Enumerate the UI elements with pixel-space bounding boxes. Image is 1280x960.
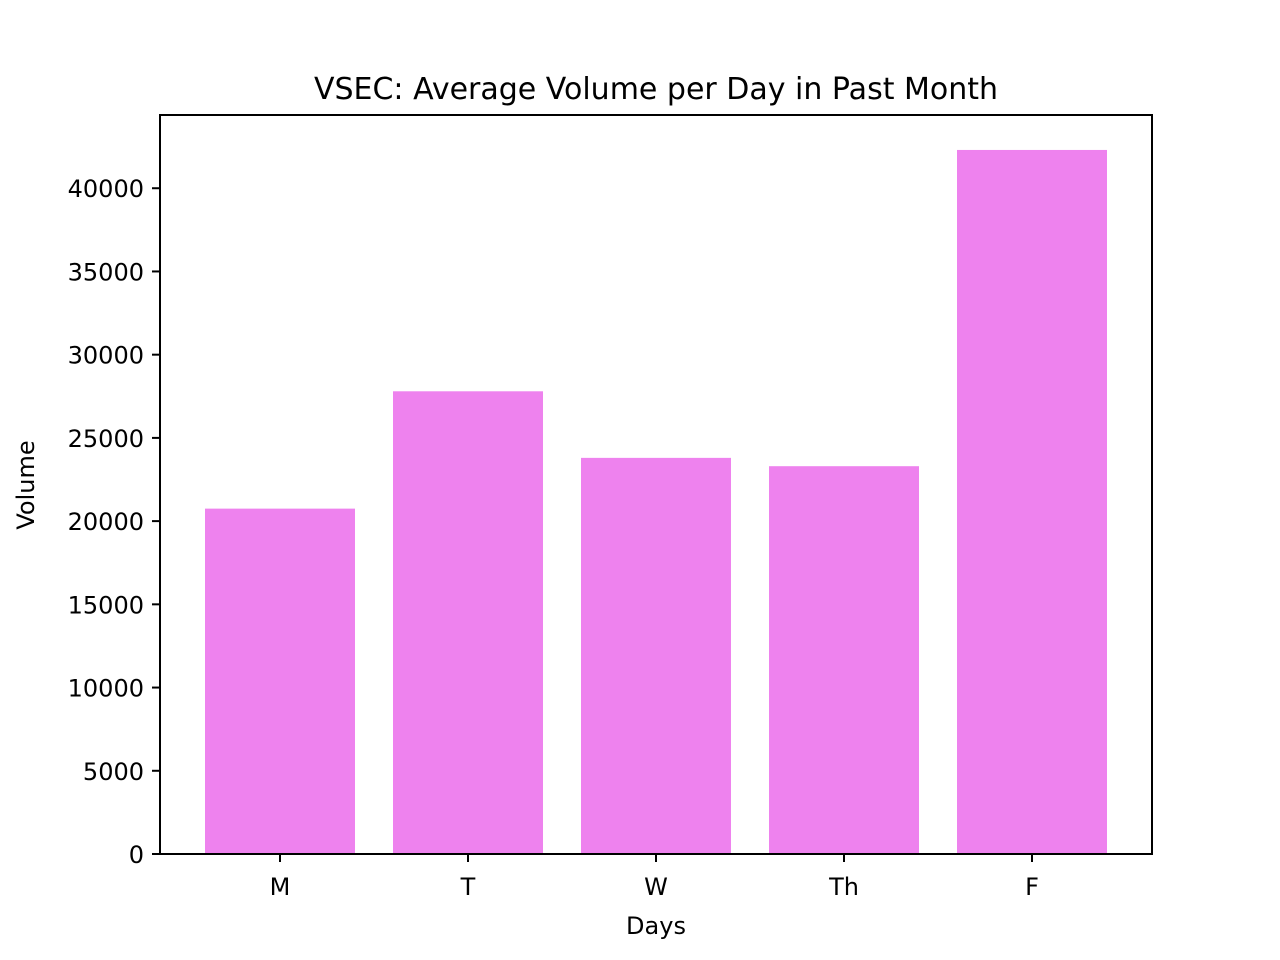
y-tick-label: 30000	[68, 342, 144, 370]
x-tick-label: T	[460, 873, 476, 901]
x-axis-label: Days	[626, 912, 686, 940]
x-tick-label: M	[270, 873, 291, 901]
x-tick-label: W	[644, 873, 668, 901]
y-tick-label: 35000	[68, 258, 144, 286]
y-tick-label: 10000	[68, 675, 144, 703]
bar-th	[769, 466, 919, 854]
y-tick-label: 5000	[83, 758, 144, 786]
bar-w	[581, 457, 731, 854]
y-tick-label: 25000	[68, 425, 144, 453]
x-tick-label: Th	[828, 873, 859, 901]
bar-f	[957, 149, 1107, 854]
x-tick-label: F	[1025, 873, 1039, 901]
plot-frame	[159, 114, 1153, 855]
bar-m	[205, 508, 355, 854]
bars-group	[205, 149, 1107, 854]
chart-title: VSEC: Average Volume per Day in Past Mon…	[314, 72, 998, 107]
y-tick-label: 0	[129, 841, 144, 869]
x-axis-ticks: M T W Th F	[270, 854, 1039, 901]
y-axis-label: Volume	[12, 440, 40, 529]
y-axis-ticks: 0 5000 10000 15000 20000 25000 30000 35000 40000	[68, 175, 160, 869]
bar-t	[393, 391, 543, 854]
y-tick-label: 20000	[68, 508, 144, 536]
y-tick-label: 15000	[68, 591, 144, 619]
y-tick-label: 40000	[68, 175, 144, 203]
